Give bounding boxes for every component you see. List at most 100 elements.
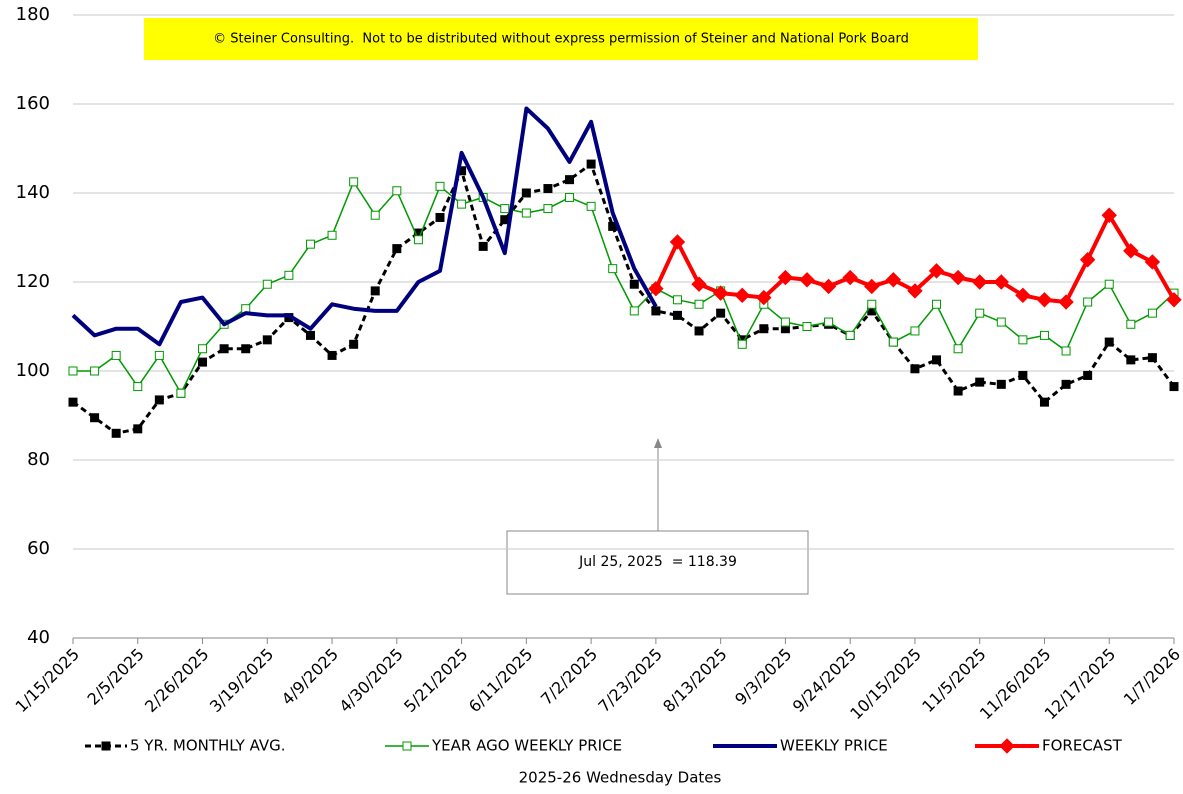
x-tick-label: 8/13/2025	[659, 645, 730, 716]
point	[1126, 355, 1136, 365]
point	[885, 272, 902, 288]
point	[672, 310, 682, 320]
point	[500, 204, 510, 214]
point	[867, 299, 877, 309]
point	[1039, 330, 1049, 340]
legend-marker	[402, 741, 412, 751]
point	[993, 274, 1009, 290]
point	[953, 344, 963, 354]
point	[133, 382, 143, 392]
point	[845, 330, 855, 340]
y-tick-label: 160	[16, 93, 50, 114]
point	[691, 276, 707, 292]
notice-box	[144, 18, 978, 60]
point	[154, 350, 164, 360]
x-tick-label: 1/15/2025	[12, 645, 83, 716]
point	[648, 280, 664, 297]
point	[413, 235, 423, 245]
point	[975, 377, 985, 387]
series-line	[71, 106, 658, 347]
point	[820, 278, 837, 295]
point	[435, 212, 445, 222]
point	[457, 199, 467, 209]
point	[198, 357, 208, 367]
point	[975, 308, 985, 318]
x-tick-label: 4/9/2025	[278, 645, 342, 709]
x-axis-label: 2025-26 Wednesday Dates	[519, 769, 722, 787]
point	[327, 230, 337, 240]
point	[1061, 379, 1071, 389]
x-tick-label: 2/26/2025	[141, 645, 212, 716]
point	[842, 269, 858, 286]
point	[1104, 337, 1114, 347]
point	[586, 159, 596, 169]
point	[478, 241, 488, 251]
point	[1101, 207, 1117, 223]
x-tick-label: 2/5/2025	[84, 645, 148, 709]
point	[802, 322, 812, 331]
point	[932, 299, 942, 309]
point	[1083, 297, 1093, 307]
point	[435, 181, 445, 191]
legend-marker	[101, 741, 111, 751]
point	[1147, 308, 1157, 318]
legend-label: WEEKLY PRICE	[780, 737, 888, 755]
point	[68, 366, 78, 376]
point	[349, 177, 359, 187]
point	[1036, 292, 1053, 308]
point	[932, 355, 942, 365]
point	[756, 289, 772, 306]
point	[996, 317, 1006, 327]
y-tick-label: 100	[16, 360, 50, 381]
series-line	[73, 181, 1175, 395]
point	[864, 278, 880, 295]
point	[1058, 294, 1074, 310]
y-tick-label: 140	[16, 182, 50, 203]
point	[565, 192, 575, 202]
point	[284, 270, 294, 280]
callout-box	[506, 530, 809, 595]
point	[608, 264, 618, 274]
y-tick-label: 80	[27, 449, 50, 470]
point	[910, 364, 920, 374]
x-tick-label: 3/19/2025	[206, 645, 277, 716]
point	[1123, 243, 1139, 259]
point	[241, 344, 251, 354]
callout-text: Jul 25, 2025 = 118.39	[578, 554, 737, 570]
callout-arrowhead	[654, 438, 662, 448]
point	[1166, 292, 1182, 308]
y-tick-label: 120	[16, 271, 50, 292]
x-tick-label: 4/30/2025	[335, 645, 406, 716]
legend-marker	[999, 738, 1015, 754]
y-tick-label: 180	[16, 4, 50, 25]
point	[521, 208, 531, 218]
x-tick-label: 5/21/2025	[400, 645, 471, 716]
point	[154, 395, 164, 405]
point	[370, 286, 380, 296]
point	[734, 287, 750, 304]
point	[370, 210, 380, 220]
point	[950, 269, 966, 286]
point	[1104, 279, 1114, 289]
notice: © Steiner Consulting. Not to be distribu…	[213, 32, 909, 47]
y-tick-label: 40	[27, 627, 50, 648]
point	[392, 186, 402, 196]
point	[586, 201, 596, 211]
point	[824, 317, 834, 327]
point	[1144, 254, 1161, 270]
point	[780, 317, 790, 327]
point	[1169, 382, 1179, 392]
point	[651, 306, 661, 316]
point	[1126, 319, 1136, 329]
point	[521, 188, 531, 198]
point	[694, 326, 704, 336]
point	[111, 428, 121, 438]
point	[305, 239, 315, 249]
point	[971, 274, 988, 290]
point	[198, 344, 208, 354]
point	[219, 344, 229, 354]
point	[1018, 335, 1028, 345]
point	[349, 339, 359, 349]
point	[262, 335, 272, 345]
point	[111, 350, 121, 360]
